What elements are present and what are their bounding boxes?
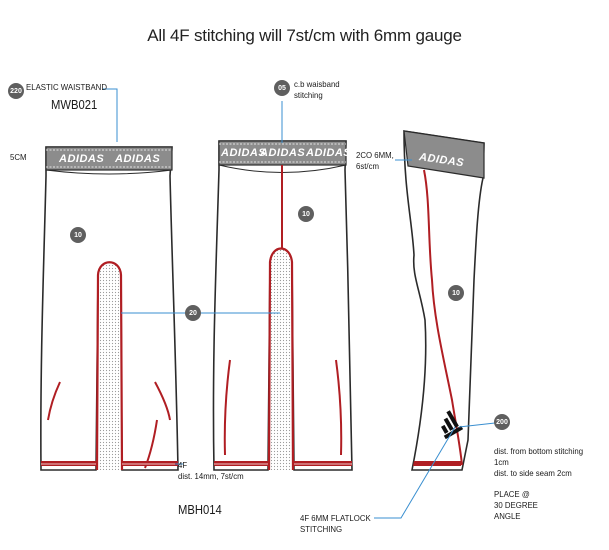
badge-front-panel: 10 bbox=[70, 227, 86, 243]
badge-waistband: 220 bbox=[8, 83, 24, 99]
back-waistband bbox=[218, 140, 347, 166]
badge-logo: 200 bbox=[494, 414, 510, 430]
label-logo-distance: dist. from bottom stitching 1cm dist. to… bbox=[494, 446, 584, 478]
badge-cb-seam: 05 bbox=[274, 80, 290, 96]
back-gusset bbox=[267, 247, 295, 471]
label-elastic-waistband: ELASTIC WAISTBAND bbox=[26, 82, 107, 92]
label-waistband-code: MWB021 bbox=[51, 98, 98, 112]
back-waistband-brand-center: ADIDAS bbox=[259, 147, 305, 159]
front-waistband-brand-left: ADIDAS bbox=[58, 153, 104, 165]
side-shorts-outline bbox=[403, 130, 485, 471]
diagram-title: All 4F stitching will 7st/cm with 6mm ga… bbox=[147, 26, 462, 45]
back-view: ADIDAS ADIDAS ADIDAS bbox=[212, 140, 353, 471]
badge-back-panel: 10 bbox=[298, 206, 314, 222]
badge-gusset: 20 bbox=[185, 305, 201, 321]
adidas-logo bbox=[441, 410, 464, 440]
front-gusset bbox=[95, 261, 124, 471]
badge-side-panel: 10 bbox=[448, 285, 464, 301]
label-side-waistband-stitch: 2CO 6MM, 6st/cm bbox=[356, 150, 394, 171]
label-hem-4f: 4F dist. 14mm, 7st/cm bbox=[178, 460, 244, 481]
side-view: ADIDAS bbox=[403, 130, 485, 471]
leader-lines bbox=[103, 88, 496, 519]
front-waistband bbox=[45, 146, 173, 171]
front-view: ADIDAS ADIDAS bbox=[40, 146, 179, 471]
label-body-code: MBH014 bbox=[178, 503, 222, 517]
label-logo-placement: PLACE @ 30 DEGREE ANGLE bbox=[494, 489, 538, 521]
back-waistband-brand-left: ADIDAS bbox=[220, 147, 266, 159]
front-waistband-brand-right: ADIDAS bbox=[114, 153, 160, 165]
label-waistband-width: 5CM bbox=[10, 152, 27, 162]
back-waistband-brand-right: ADIDAS bbox=[305, 147, 351, 159]
label-cb-waistband-stitching: c.b waisband stitching bbox=[294, 79, 340, 100]
label-flatlock: 4F 6MM FLATLOCK STITCHING bbox=[300, 513, 371, 534]
side-waistband bbox=[403, 130, 485, 179]
